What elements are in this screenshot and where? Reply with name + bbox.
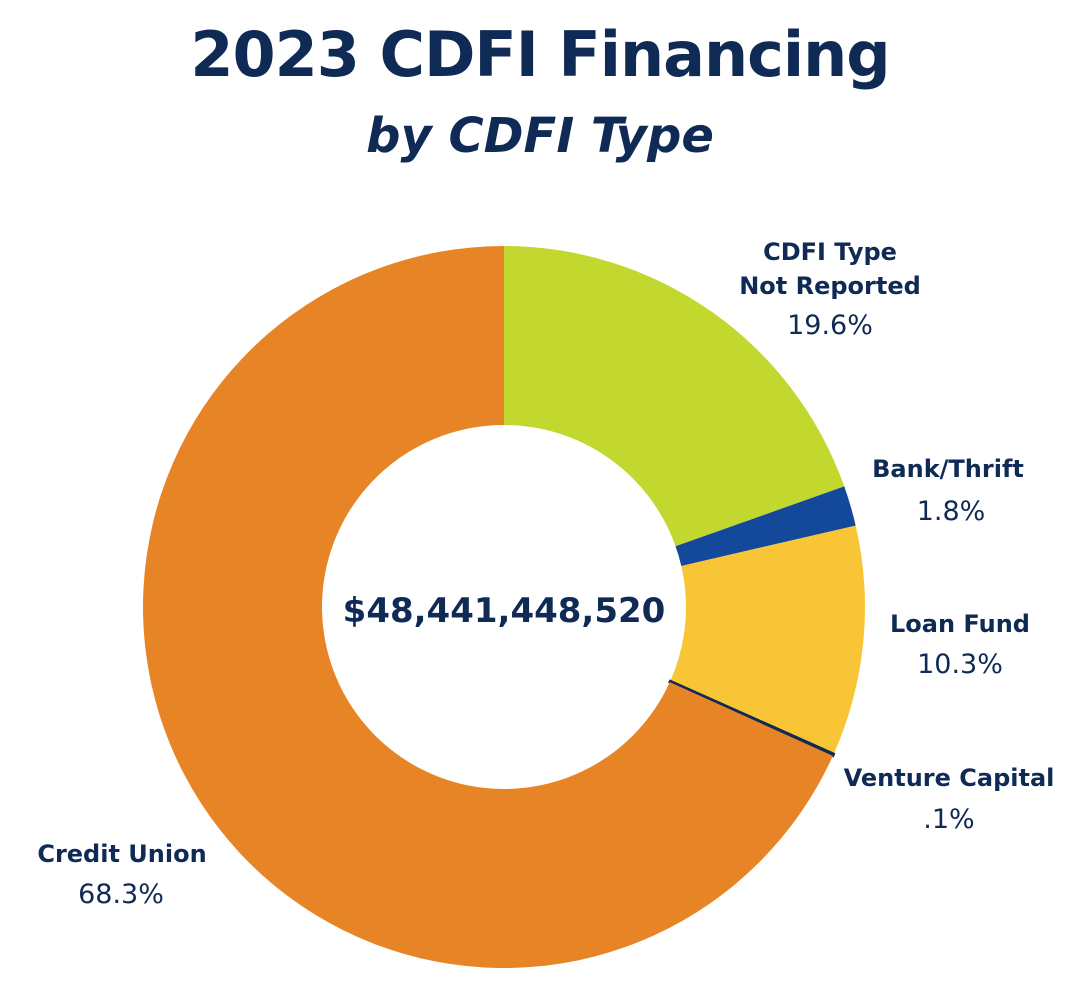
label-not-reported-line1: CDFI Type	[763, 238, 897, 266]
slice-not-reported	[504, 246, 845, 547]
label-loan-fund: Loan Fund 10.3%	[890, 610, 1030, 680]
label-loan-fund-value: 10.3%	[917, 649, 1003, 680]
label-bank-thrift-value: 1.8%	[917, 496, 986, 527]
total-amount: $48,441,448,520	[343, 591, 666, 631]
label-not-reported-line2: Not Reported	[739, 272, 921, 300]
label-bank-thrift: Bank/Thrift 1.8%	[872, 455, 1024, 527]
label-venture-capital-value: .1%	[923, 804, 974, 835]
slice-venture-capital	[668, 679, 836, 758]
slice-bank-thrift	[675, 486, 856, 566]
label-credit-union-value: 68.3%	[78, 879, 164, 910]
label-not-reported-value: 19.6%	[787, 310, 873, 341]
donut-slices	[143, 245, 865, 968]
slice-loan-fund	[670, 525, 865, 754]
chart-title: 2023 CDFI Financing	[190, 18, 890, 91]
label-credit-union: Credit Union 68.3%	[37, 840, 206, 910]
label-credit-union-name: Credit Union	[37, 840, 206, 868]
slice-credit-union	[143, 245, 833, 968]
label-not-reported: CDFI Type Not Reported 19.6%	[739, 238, 921, 341]
label-bank-thrift-name: Bank/Thrift	[872, 455, 1024, 483]
label-venture-capital-name: Venture Capital	[844, 764, 1055, 792]
label-venture-capital: Venture Capital .1%	[844, 764, 1055, 835]
label-loan-fund-name: Loan Fund	[890, 610, 1030, 638]
chart-subtitle: by CDFI Type	[366, 108, 714, 164]
